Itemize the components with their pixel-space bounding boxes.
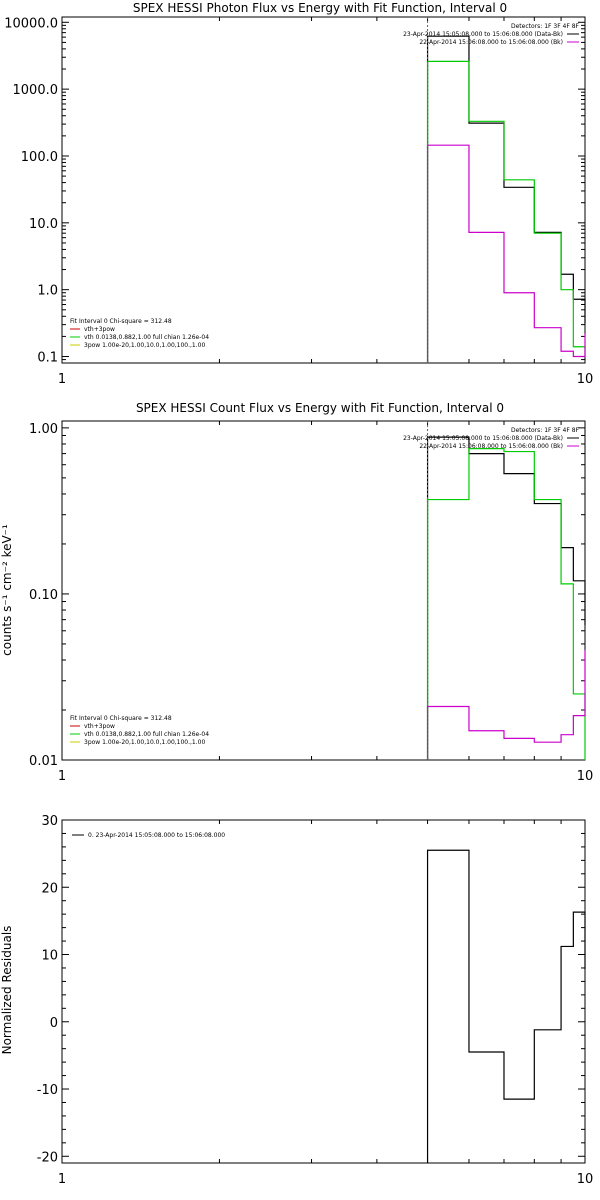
resid-ytick-label: 20 [41, 881, 58, 896]
count-ytick-label: 0.10 [29, 588, 58, 603]
photon-ytick-label: 100.0 [21, 150, 58, 165]
photon-flux-panel: SPEX HESSI Photon Flux vs Energy with Fi… [4, 1, 593, 387]
count-flux-y-axis-label: counts s⁻¹ cm⁻² keV⁻¹ [0, 524, 14, 656]
count-plot-frame [61, 420, 586, 761]
photon-legend-entry: Fit Interval 0 Chi-square = 312.48 [70, 318, 172, 325]
resid-xtick-label: 10 [577, 1172, 594, 1187]
residuals-y-axis-label: Normalized Residuals [0, 926, 14, 1055]
photon-ytick-label: 0.1 [37, 351, 58, 366]
photon-series-2-step [426, 144, 586, 363]
resid-ytick-label: -10 [37, 1083, 58, 1098]
count-legend-entry: 3pow 1.00e-20,1.00,10.0,1.00,100.,1.00 [84, 739, 205, 746]
photon-plot-frame [61, 16, 586, 364]
photon-ytick-label: 1.0 [37, 284, 58, 299]
photon-xtick-label: 1 [58, 372, 66, 387]
resid-xtick-label: 1 [58, 1172, 66, 1187]
photon-legend-entry: vth+3pow [84, 326, 115, 333]
count-ytick-label: 0.01 [29, 754, 58, 769]
resid-ytick-label: -20 [37, 1150, 58, 1165]
count-ytick-label: 1.00 [29, 422, 58, 437]
photon-legend-header: Detectors: 1F 3F 4F 8F [511, 23, 580, 30]
resid-ytick-label: 10 [41, 949, 58, 964]
count-legend-header: Detectors: 1F 3F 4F 8F [511, 427, 580, 434]
photon-series-0-step [426, 35, 586, 363]
resid-ytick-label: 30 [41, 814, 58, 829]
photon-legend-entry: 22-Apr-2014 15:06:08.000 to 15:06:08.000… [419, 39, 563, 46]
residuals-panel: Normalized Residuals 30 20 10 0 -10 -201 10 0. … [0, 814, 593, 1187]
count-flux-panel: SPEX HESSI Count Flux vs Energy with Fit… [0, 401, 593, 784]
resid-legend-entry: 0. 23-Apr-2014 15:05:08.000 to 15:06:08.… [88, 832, 225, 839]
count-legend-entry: 23-Apr-2014 15:05:08.000 to 15:06:08.000… [403, 435, 563, 442]
photon-series-1-step [426, 60, 586, 363]
count-xtick-label: 1 [58, 769, 66, 784]
photon-flux-title: SPEX HESSI Photon Flux vs Energy with Fi… [133, 1, 507, 15]
photon-legend-entry: 23-Apr-2014 15:05:08.000 to 15:06:08.000… [403, 31, 563, 38]
count-legend-entry: 22-Apr-2014 15:06:08.000 to 15:06:08.000… [419, 443, 563, 450]
count-xtick-label: 10 [577, 769, 594, 784]
count-legend-entry: vth+3pow [84, 723, 115, 730]
count-series-2-step [426, 649, 586, 760]
photon-legend-entry: 3pow 1.00e-20,1.00,10.0,1.00,100.,1.00 [84, 342, 205, 349]
photon-xtick-label: 10 [577, 372, 594, 387]
resid-series-0-step [426, 849, 586, 1163]
resid-plot-frame [61, 819, 586, 1164]
count-series-0-step [426, 436, 586, 760]
photon-ytick-label: 10.0 [29, 217, 58, 232]
count-series-1-step [426, 448, 586, 760]
count-flux-title: SPEX HESSI Count Flux vs Energy with Fit… [136, 401, 504, 415]
photon-ytick-label: 1000.0 [13, 83, 59, 98]
photon-ytick-label: 10000.0 [4, 16, 58, 31]
count-legend-entry: Fit Interval 0 Chi-square = 312.48 [70, 715, 172, 722]
count-legend-entry: vth 0.0138,0.882,1.00 full chian 1.26e-0… [84, 731, 209, 738]
photon-legend-entry: vth 0.0138,0.882,1.00 full chian 1.26e-0… [84, 334, 209, 341]
resid-ytick-label: 0 [50, 1016, 58, 1031]
